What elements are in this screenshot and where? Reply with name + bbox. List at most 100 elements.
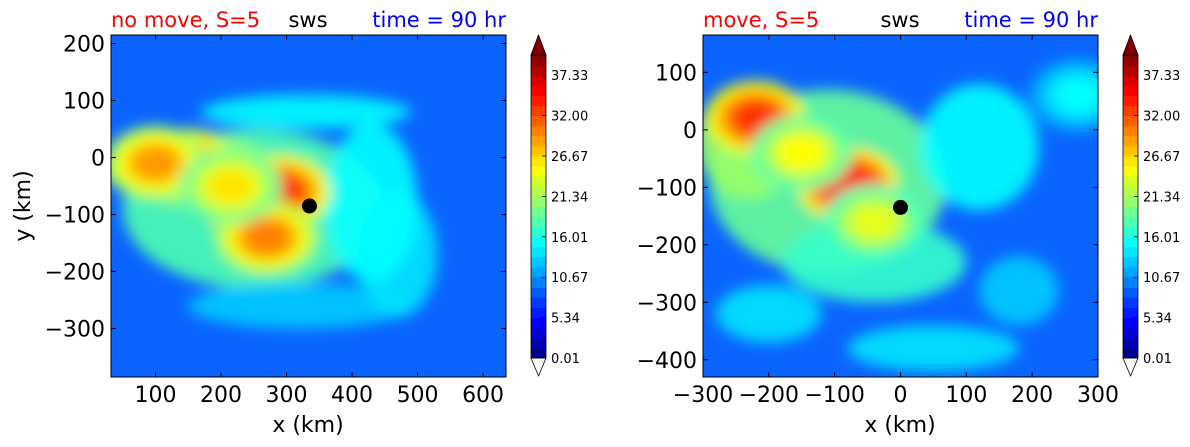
field-blob-left bbox=[201, 94, 412, 130]
center-marker-right bbox=[893, 199, 908, 215]
colorbar-level-left bbox=[531, 186, 546, 197]
title-right-left: time = 90 hr bbox=[372, 8, 506, 32]
x-tick-label-left: 600 bbox=[462, 383, 504, 408]
colorbar-level-right bbox=[1123, 317, 1138, 329]
y-tick-label-left: −200 bbox=[45, 261, 105, 286]
y-tick-label-left: −100 bbox=[45, 204, 105, 229]
colorbar-level-left bbox=[531, 277, 546, 288]
colorbar-extend-min-right bbox=[1122, 357, 1139, 378]
colorbar-level-left bbox=[531, 55, 546, 66]
colorbar-level-right bbox=[1123, 105, 1138, 117]
x-tick-label-right: −300 bbox=[673, 383, 733, 408]
colorbar-tick-label-left: 10.67 bbox=[551, 271, 588, 286]
colorbar-tick-label-left: 26.67 bbox=[551, 150, 588, 165]
colorbar-level-right bbox=[1123, 95, 1138, 106]
colorbar-level-right bbox=[1123, 307, 1138, 319]
colorbar-level-right bbox=[1123, 196, 1138, 207]
colorbar-level-left bbox=[531, 337, 546, 349]
colorbar-level-right bbox=[1123, 75, 1138, 86]
y-tick-label-left: 200 bbox=[63, 33, 105, 58]
colorbar-level-right bbox=[1123, 166, 1138, 177]
colorbar-level-right bbox=[1123, 216, 1138, 228]
colorbar-level-left bbox=[531, 327, 546, 339]
colorbar-tick-label-left: 37.33 bbox=[551, 69, 588, 84]
y-tick-label-left: 100 bbox=[63, 90, 105, 115]
x-tick-label-right: −200 bbox=[739, 383, 799, 408]
title-right-right: time = 90 hr bbox=[964, 8, 1098, 32]
colorbar-extend-min-left bbox=[530, 357, 547, 378]
colorbar-extend-max-left bbox=[530, 33, 547, 56]
x-tick-label-right: −100 bbox=[804, 383, 864, 408]
colorbar-level-left bbox=[531, 267, 546, 278]
colorbar-level-right bbox=[1123, 135, 1138, 147]
field-blob-right bbox=[847, 325, 1020, 372]
y-tick-label-right: 100 bbox=[655, 61, 697, 86]
colorbar-level-left bbox=[531, 135, 546, 147]
colorbar-level-right bbox=[1123, 297, 1138, 308]
colorbar-left: 0.01 5.34 10.67 16.01 21.34 26.67 32.00 37.33 bbox=[530, 33, 588, 378]
colorbar-extend-max-right bbox=[1122, 33, 1139, 56]
field-feature-left bbox=[132, 146, 179, 181]
x-tick-label-left: 300 bbox=[266, 383, 308, 408]
field-right bbox=[703, 57, 1098, 372]
colorbar-level-left bbox=[531, 206, 546, 218]
colorbar-level-right bbox=[1123, 337, 1138, 349]
colorbar-level-right bbox=[1123, 206, 1138, 218]
colorbar-level-right bbox=[1123, 246, 1138, 258]
colorbar-tick-label-right: 0.01 bbox=[1143, 352, 1172, 367]
title-center-left: sws bbox=[288, 8, 327, 32]
y-tick-label-right: 0 bbox=[683, 119, 697, 144]
colorbar-level-right bbox=[1123, 156, 1138, 167]
colorbar-level-right bbox=[1123, 267, 1138, 278]
x-ticks-left: 100 200 300 400 500 600 bbox=[135, 35, 504, 408]
x-tick-label-left: 400 bbox=[331, 383, 373, 408]
x-tick-label-left: 500 bbox=[397, 383, 439, 408]
colorbar-level-left bbox=[531, 75, 546, 86]
colorbar-level-left bbox=[531, 257, 546, 268]
colorbar-level-left bbox=[531, 246, 546, 258]
field-feature-right bbox=[778, 135, 825, 170]
y-tick-label-right: −200 bbox=[637, 234, 697, 259]
field-blob-right bbox=[716, 285, 822, 343]
y-axis-label-left: y (km) bbox=[11, 170, 36, 241]
x-axis-label-right: x (km) bbox=[864, 413, 935, 438]
panel-right: −300 −200 −100 0 100 200 300 −400−300−200−1000… bbox=[637, 8, 1119, 438]
colorbar-level-left bbox=[531, 317, 546, 329]
colorbar-level-left bbox=[531, 125, 546, 137]
colorbar-level-left bbox=[531, 297, 546, 308]
colorbar-level-left bbox=[531, 236, 546, 248]
x-tick-label-right: 300 bbox=[1077, 383, 1119, 408]
title-left-left: no move, S=5 bbox=[111, 8, 260, 32]
colorbar-level-left bbox=[531, 115, 546, 127]
colorbar-right: 0.01 5.34 10.67 16.01 21.34 26.67 32.00 37.33 bbox=[1122, 33, 1180, 378]
colorbar-tick-label-left: 5.34 bbox=[551, 312, 580, 327]
colorbar-level-left bbox=[531, 65, 546, 76]
colorbar-level-right bbox=[1123, 115, 1138, 127]
colorbar-level-left bbox=[531, 196, 546, 207]
plot-frame-left bbox=[110, 34, 507, 378]
y-tick-label-right: −400 bbox=[637, 349, 697, 374]
panel-left: 100 200 300 400 500 600 −300 −200 −100 0 100 200 n… bbox=[11, 8, 507, 438]
colorbar-tick-label-left: 0.01 bbox=[551, 352, 580, 367]
colorbar-tick-label-left: 32.00 bbox=[551, 110, 588, 125]
colorbar-tick-label-right: 21.34 bbox=[1143, 190, 1180, 205]
field-blob-left bbox=[188, 282, 412, 329]
x-axis-label-left: x (km) bbox=[272, 413, 343, 438]
x-tick-label-left: 100 bbox=[135, 383, 177, 408]
colorbar-level-right bbox=[1123, 186, 1138, 197]
field-blob-right bbox=[920, 83, 1039, 211]
colorbar-level-left bbox=[531, 307, 546, 319]
x-tick-label-right: 200 bbox=[1011, 383, 1053, 408]
colorbar-level-right bbox=[1123, 236, 1138, 248]
colorbar-level-left bbox=[531, 216, 546, 228]
x-ticks-right: −300 −200 −100 0 100 200 300 bbox=[673, 35, 1119, 408]
field-blob-left bbox=[325, 123, 418, 283]
colorbar-level-right bbox=[1123, 226, 1138, 238]
colorbar-level-right bbox=[1123, 347, 1138, 359]
colorbar-tick-label-left: 16.01 bbox=[551, 231, 588, 246]
colorbar-level-right bbox=[1123, 85, 1138, 96]
colorbar-tick-label-right: 26.67 bbox=[1143, 150, 1180, 165]
colorbar-tick-label-right: 37.33 bbox=[1143, 69, 1180, 84]
colorbar-frame-left bbox=[530, 54, 547, 359]
title-center-right: sws bbox=[880, 8, 919, 32]
